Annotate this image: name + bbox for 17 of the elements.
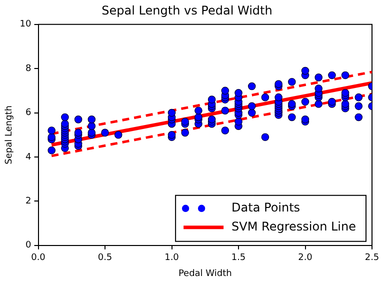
- x-tick-label: 0.5: [98, 253, 112, 264]
- legend-label: SVM Regression Line: [232, 220, 356, 234]
- x-tick-label: 1.0: [164, 253, 180, 264]
- y-tick-label: 0: [26, 240, 32, 251]
- chart-title: Sepal Length vs Pedal Width: [102, 3, 272, 18]
- x-tick-label: 2.0: [298, 253, 313, 264]
- y-tick-label: 10: [20, 20, 32, 30]
- x-tick-label: 0.0: [31, 253, 46, 264]
- legend-label: Data Points: [232, 200, 300, 215]
- x-tick-label: 2.5: [364, 253, 380, 264]
- y-tick-label: 6: [26, 108, 32, 118]
- y-axis-title: Sepal Length: [4, 105, 15, 164]
- y-tick-label: 2: [26, 196, 32, 207]
- x-tick-label: 1.5: [231, 253, 246, 264]
- y-tick-label: 8: [26, 64, 32, 74]
- y-tick-label: 4: [26, 152, 32, 162]
- x-axis-title: Pedal Width: [178, 268, 232, 279]
